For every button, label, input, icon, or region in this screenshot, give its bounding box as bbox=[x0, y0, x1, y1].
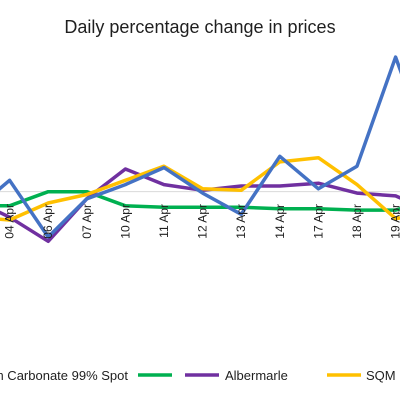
x-tick-label: 14 Apr bbox=[273, 204, 287, 239]
x-tick-label: 19 Apr bbox=[389, 204, 400, 239]
x-tick-label: 04 Apr bbox=[3, 204, 17, 239]
x-tick-label: 10 Apr bbox=[118, 204, 132, 239]
x-tick-label: 11 Apr bbox=[157, 204, 171, 238]
x-tick-label: 06 Apr bbox=[41, 204, 55, 239]
x-tick-label: 07 Apr bbox=[80, 204, 94, 239]
legend-label: Albermarle bbox=[225, 368, 288, 383]
legend-label: SQM bbox=[366, 368, 396, 383]
series-line-3 bbox=[0, 155, 400, 222]
x-tick-label: 13 Apr bbox=[234, 204, 248, 239]
x-tick-label: 18 Apr bbox=[350, 204, 364, 239]
series-line-4 bbox=[0, 55, 400, 239]
chart-title: Daily percentage change in prices bbox=[64, 17, 335, 37]
legend: Lithium Carbonate 99% Spot Albermarle SQM bbox=[0, 368, 396, 383]
series-layer bbox=[0, 55, 400, 244]
x-tick-label: 12 Apr bbox=[196, 204, 210, 239]
x-tick-label: 17 Apr bbox=[311, 204, 325, 239]
series-line-1 bbox=[0, 189, 400, 212]
legend-label: Lithium Carbonate 99% Spot bbox=[0, 368, 128, 383]
